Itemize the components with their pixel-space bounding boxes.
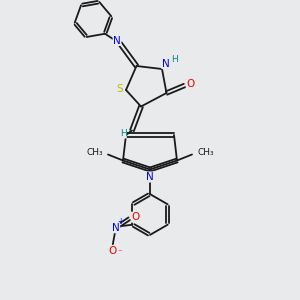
Text: +: + bbox=[117, 217, 124, 226]
Text: CH₃: CH₃ bbox=[86, 148, 103, 157]
Text: H: H bbox=[171, 55, 178, 64]
Text: CH₃: CH₃ bbox=[197, 148, 214, 157]
Text: O: O bbox=[186, 79, 195, 89]
Text: N: N bbox=[146, 172, 154, 182]
Text: O: O bbox=[131, 212, 140, 222]
Text: N: N bbox=[162, 58, 170, 69]
Text: S: S bbox=[116, 83, 123, 94]
Text: N: N bbox=[112, 223, 120, 233]
Text: N: N bbox=[113, 35, 121, 46]
Text: ⁻: ⁻ bbox=[117, 249, 122, 258]
Text: O: O bbox=[109, 246, 117, 256]
Text: H: H bbox=[120, 129, 126, 138]
